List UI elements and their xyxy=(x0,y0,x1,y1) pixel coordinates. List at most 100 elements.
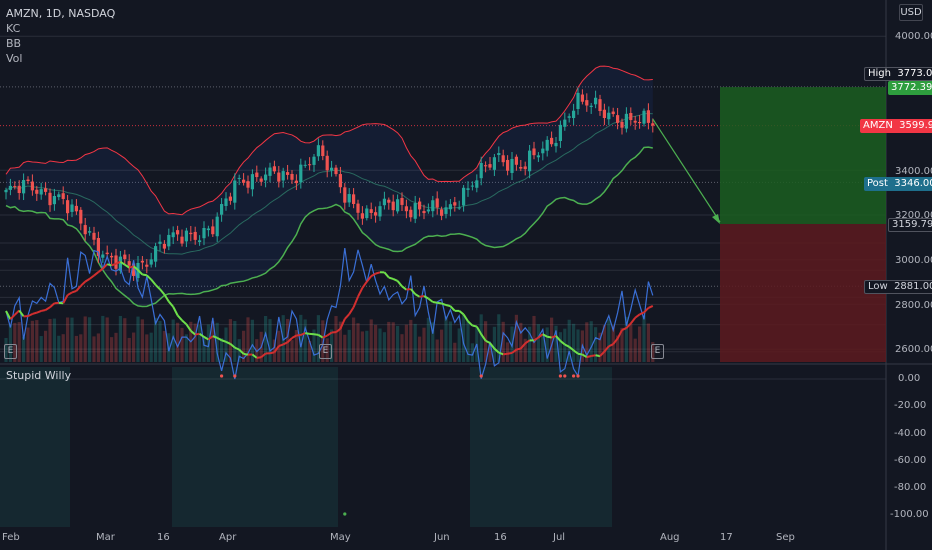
osc-slow-segment xyxy=(643,307,650,314)
osc-slow-segment xyxy=(445,304,451,308)
osc-slow-segment xyxy=(36,310,42,314)
indicator-vol[interactable]: Vol xyxy=(6,52,23,65)
candle-body xyxy=(228,196,232,201)
volume-bar xyxy=(479,314,483,362)
volume-bar xyxy=(193,323,197,362)
osc-slow-segment xyxy=(97,267,104,273)
volume-bar xyxy=(585,322,589,362)
candle-body xyxy=(435,198,439,208)
candle-body xyxy=(387,199,391,203)
osc-slow-segment xyxy=(564,343,570,348)
oscillator-pane xyxy=(0,247,654,527)
volume-bar xyxy=(470,343,474,362)
candle-body xyxy=(171,232,175,238)
osc-slow-segment xyxy=(128,265,134,269)
candle-body xyxy=(536,155,540,158)
volume-bar xyxy=(92,336,96,362)
price-tick: 2600.00 xyxy=(895,344,932,355)
osc-tick: -80.00 xyxy=(894,482,927,493)
candle-body xyxy=(497,153,501,156)
indicator-kc[interactable]: KC xyxy=(6,22,21,35)
osc-slow-segment xyxy=(533,336,539,342)
candle-body xyxy=(633,120,637,123)
candle-body xyxy=(325,155,329,171)
candle-body xyxy=(418,201,422,210)
candle-body xyxy=(607,112,611,120)
candle-body xyxy=(382,198,386,206)
volume-bar xyxy=(224,327,228,362)
volume-bar xyxy=(101,315,105,362)
time-tick: 16 xyxy=(494,532,507,543)
volume-bar xyxy=(519,322,523,362)
candle-body xyxy=(74,205,78,212)
time-tick: Feb xyxy=(2,532,20,543)
osc-shade xyxy=(0,367,70,527)
osc-slow-segment xyxy=(357,287,364,298)
earnings-badge[interactable]: E xyxy=(319,344,332,359)
earnings-badge[interactable]: E xyxy=(4,344,17,359)
osc-tick: -40.00 xyxy=(894,428,927,439)
candle-body xyxy=(202,227,206,239)
osc-slow-segment xyxy=(339,318,346,330)
candle-body xyxy=(140,260,144,263)
oscillator-title[interactable]: Stupid Willy xyxy=(6,369,72,382)
osc-slow-segment xyxy=(159,288,166,296)
candle-body xyxy=(330,167,334,171)
osc-slow-segment xyxy=(472,324,478,328)
osc-slow-segment xyxy=(475,326,483,335)
volume-bar xyxy=(211,321,215,362)
candle-body xyxy=(303,164,307,166)
candle-body xyxy=(255,172,259,178)
candle-body xyxy=(145,264,149,267)
candle-body xyxy=(242,179,246,183)
candle-body xyxy=(44,188,48,192)
amzn-label: AMZN xyxy=(863,120,893,131)
candle-body xyxy=(149,259,153,265)
osc-slow-segment xyxy=(639,311,645,316)
osc-slow-segment xyxy=(621,327,627,331)
volume-bar xyxy=(598,332,602,362)
osc-slow-segment xyxy=(437,301,442,305)
osc-slow-segment xyxy=(462,313,469,322)
overbought-dot xyxy=(233,374,237,378)
candle-body xyxy=(488,164,492,168)
candle-body xyxy=(158,241,162,244)
time-tick: May xyxy=(330,532,351,543)
volume-bar xyxy=(250,319,254,362)
earnings-badge[interactable]: E xyxy=(651,344,664,359)
osc-slow-segment xyxy=(150,278,157,286)
volume-bar xyxy=(13,322,17,362)
candle-body xyxy=(629,113,633,121)
volume-bar xyxy=(57,335,61,362)
volume-bar xyxy=(22,336,26,362)
candle-body xyxy=(404,206,408,212)
osc-slow-segment xyxy=(467,320,474,327)
volume-bar xyxy=(26,327,30,362)
osc-slow-segment xyxy=(203,336,209,341)
candle-body xyxy=(211,226,215,235)
candle-body xyxy=(70,204,74,212)
osc-slow-segment xyxy=(172,306,179,316)
currency-button[interactable]: USD xyxy=(899,4,923,21)
volume-bar xyxy=(294,329,298,362)
indicator-bb[interactable]: BB xyxy=(6,37,22,50)
symbol-title[interactable]: AMZN, 1D, NASDAQ xyxy=(6,7,116,20)
amzn-value: 3599.92 xyxy=(899,120,932,131)
volume-bar xyxy=(440,329,444,362)
candle-body xyxy=(563,119,567,127)
osc-slow-segment xyxy=(273,345,280,353)
volume-bar xyxy=(501,321,505,362)
osc-slow-segment xyxy=(401,285,408,291)
volume-bar xyxy=(554,325,558,362)
candle-body xyxy=(92,232,96,240)
osc-slow-segment xyxy=(9,314,16,320)
candle-body xyxy=(180,236,184,244)
candle-body xyxy=(290,173,294,180)
candle-body xyxy=(4,189,8,193)
volume-bar xyxy=(616,335,620,362)
volume-bar xyxy=(387,321,391,362)
volume-bar xyxy=(356,323,360,362)
middle-band xyxy=(5,112,653,255)
volume-bar xyxy=(572,323,576,362)
